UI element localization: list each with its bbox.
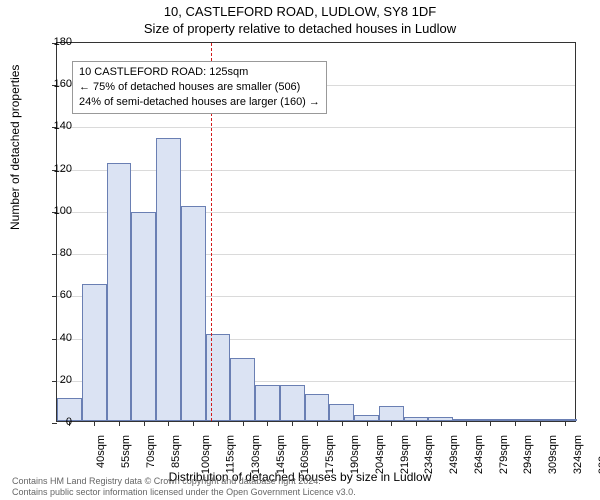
xtick-mark [292,421,293,426]
annotation-box: 10 CASTLEFORD ROAD: 125sqm← 75% of detac… [72,61,327,114]
annotation-line: 10 CASTLEFORD ROAD: 125sqm [79,65,320,80]
xtick-label: 279sqm [498,435,510,474]
title-block: 10, CASTLEFORD ROAD, LUDLOW, SY8 1DF Siz… [0,0,600,36]
xtick-label: 264sqm [473,435,485,474]
xtick-mark [193,421,194,426]
xtick-mark [391,421,392,426]
bar [206,334,231,421]
xtick-mark [466,421,467,426]
xtick-mark [565,421,566,426]
ytick-label: 160 [42,78,72,90]
xtick-mark [168,421,169,426]
copyright-line-2: Contains public sector information licen… [12,487,356,498]
title-line-1: 10, CASTLEFORD ROAD, LUDLOW, SY8 1DF [0,4,600,19]
xtick-mark [367,421,368,426]
xtick-mark [515,421,516,426]
copyright-line-1: Contains HM Land Registry data © Crown c… [12,476,356,487]
y-axis-title: Number of detached properties [8,65,22,230]
xtick-label: 234sqm [423,435,435,474]
xtick-label: 55sqm [120,435,132,468]
xtick-mark [243,421,244,426]
annotation-line: 24% of semi-detached houses are larger (… [79,95,320,110]
ytick-label: 0 [42,416,72,428]
xtick-label: 219sqm [399,435,411,474]
xtick-mark [342,421,343,426]
xtick-label: 85sqm [170,435,182,468]
bar [305,394,330,421]
bar [82,284,107,421]
xtick-label: 100sqm [201,435,213,474]
xtick-mark [540,421,541,426]
ytick-label: 20 [42,374,72,386]
ytick-label: 140 [42,120,72,132]
gridline [57,127,575,128]
bar [379,406,404,421]
bar [280,385,305,421]
chart-area: 40sqm55sqm70sqm85sqm100sqm115sqm130sqm14… [56,42,576,422]
copyright-block: Contains HM Land Registry data © Crown c… [12,476,356,498]
xtick-mark [441,421,442,426]
title-line-2: Size of property relative to detached ho… [0,21,600,36]
xtick-label: 249sqm [448,435,460,474]
ytick-label: 40 [42,332,72,344]
xtick-label: 175sqm [324,435,336,474]
xtick-label: 294sqm [522,435,534,474]
gridline [57,170,575,171]
ytick-label: 60 [42,289,72,301]
xtick-label: 190sqm [349,435,361,474]
xtick-mark [119,421,120,426]
bar [107,163,132,421]
xtick-mark [317,421,318,426]
xtick-label: 130sqm [250,435,262,474]
xtick-mark [267,421,268,426]
xtick-label: 309sqm [547,435,559,474]
bar [131,212,156,421]
bar [255,385,280,421]
ytick-label: 180 [42,36,72,48]
bar [230,358,255,421]
xtick-label: 204sqm [374,435,386,474]
bar [329,404,354,421]
xtick-label: 70sqm [145,435,157,468]
xtick-label: 324sqm [572,435,584,474]
xtick-mark [144,421,145,426]
bar [156,138,181,421]
xtick-mark [490,421,491,426]
xtick-label: 40sqm [95,435,107,468]
bar [181,206,206,421]
annotation-line: ← 75% of detached houses are smaller (50… [79,80,320,95]
ytick-label: 80 [42,247,72,259]
ytick-label: 100 [42,205,72,217]
xtick-mark [416,421,417,426]
xtick-label: 115sqm [225,435,237,473]
ytick-label: 120 [42,163,72,175]
xtick-label: 145sqm [275,435,287,474]
xtick-mark [94,421,95,426]
plot-area: 40sqm55sqm70sqm85sqm100sqm115sqm130sqm14… [56,42,576,422]
xtick-mark [218,421,219,426]
xtick-label: 160sqm [300,435,312,474]
